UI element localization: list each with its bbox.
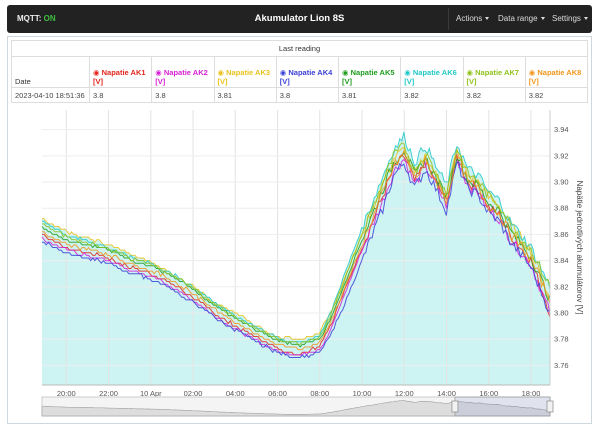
x-tick-label: 14:00: [437, 389, 456, 398]
data-range-menu-label: Data range: [498, 14, 538, 23]
column-name: Napatie AK4: [288, 68, 333, 77]
caret-down-icon: [485, 17, 490, 20]
column-name: Napatie AK7: [475, 68, 520, 77]
eye-icon[interactable]: ◉: [217, 68, 227, 77]
series-line-ak8[interactable]: [42, 149, 551, 351]
navigator-right-handle[interactable]: [546, 400, 554, 413]
column-unit: [V]: [404, 77, 415, 86]
x-tick-label: 16:00: [479, 389, 498, 398]
x-tick-label: 04:00: [226, 389, 245, 398]
navigator-selection[interactable]: [454, 396, 551, 417]
chart-area-fill: [42, 132, 550, 385]
eye-icon[interactable]: ◉: [93, 68, 102, 77]
x-tick-label: 10 Apr: [140, 389, 162, 398]
actions-menu[interactable]: Actions: [456, 5, 490, 33]
x-tick-label: 22:00: [99, 389, 118, 398]
navbar: MQTT: ON Akumulator Lion 8S Actions Data…: [7, 5, 592, 33]
settings-menu[interactable]: Settings: [552, 5, 588, 33]
y-tick-label: 3.84: [554, 256, 569, 265]
x-tick-label: 02:00: [184, 389, 203, 398]
column-unit: [V]: [93, 77, 103, 86]
value-cell-ak7: 3.82: [462, 87, 526, 103]
column-header-ak1[interactable]: ◉ Napatie AK1 [V]: [88, 56, 153, 88]
eye-icon[interactable]: ◉: [528, 68, 538, 77]
column-unit: [V]: [279, 77, 290, 86]
eye-icon[interactable]: ◉: [342, 68, 351, 77]
menu-divider: [448, 8, 449, 30]
x-tick-label: 12:00: [395, 389, 414, 398]
value-cell-ak2: 3.8: [151, 87, 215, 103]
y-tick-label: 3.88: [554, 204, 569, 213]
column-unit: [V]: [466, 77, 477, 86]
column-header-ak4[interactable]: ◉ Napatie AK4 [V]: [275, 56, 340, 88]
series-line-ak4[interactable]: [42, 161, 551, 359]
y-tick-label: 3.82: [554, 282, 569, 291]
column-name: Napatie AK8: [537, 68, 582, 77]
table-row: 2023-04-10 18:51:36 3.8 3.8 3.81 3.8 3.81 3.8…: [11, 87, 589, 103]
value-cell-ak5: 3.81: [337, 87, 402, 103]
column-unit: [V]: [217, 77, 228, 86]
y-tick-label: 3.78: [554, 335, 569, 344]
x-tick-label: 08:00: [310, 389, 329, 398]
last-reading-table: Last reading Date ◉ Napatie AK1 [V] ◉ Napa…: [11, 40, 589, 103]
column-name: Napatie AK5: [350, 68, 395, 77]
column-unit: [V]: [528, 77, 539, 86]
x-tick-label: 18:00: [522, 389, 541, 398]
eye-icon[interactable]: ◉: [279, 68, 289, 77]
y-tick-label: 3.76: [554, 361, 569, 370]
y-tick-label: 3.86: [554, 230, 569, 239]
y-tick-label: 3.90: [554, 178, 569, 187]
eye-icon[interactable]: ◉: [155, 68, 164, 77]
column-name: Napatie AK6: [412, 68, 457, 77]
x-tick-label: 06:00: [268, 389, 287, 398]
series-line-ak7[interactable]: [42, 142, 551, 345]
caret-down-icon: [583, 17, 588, 20]
eye-icon[interactable]: ◉: [404, 68, 413, 77]
actions-menu-label: Actions: [456, 14, 483, 23]
navigator-series: [41, 399, 551, 417]
value-cell-ak8: 3.82: [524, 87, 589, 103]
y-tick-label: 3.92: [554, 151, 569, 160]
x-tick-label: 10:00: [353, 389, 372, 398]
value-cell-ak3: 3.81: [213, 87, 277, 103]
column-name: Napatie AK2: [163, 68, 208, 77]
caret-down-icon: [540, 17, 545, 20]
eye-icon[interactable]: ◉: [466, 68, 476, 77]
column-unit: [V]: [155, 77, 166, 86]
column-header-ak8[interactable]: ◉ Napatie AK8 [V]: [524, 56, 589, 88]
column-header-ak7[interactable]: ◉ Napatie AK7 [V]: [462, 56, 526, 88]
column-name: Napatie AK3: [226, 68, 271, 77]
mqtt-status-value: ON: [43, 14, 56, 23]
column-unit: [V]: [342, 77, 352, 86]
y-axis-title: Napätie jednotlivých akumulátorov [V]: [575, 181, 584, 315]
navigator-left-handle[interactable]: [451, 400, 459, 413]
data-range-menu[interactable]: Data range: [498, 5, 545, 33]
mqtt-status: MQTT: ON: [17, 14, 56, 23]
header-row: Date ◉ Napatie AK1 [V] ◉ Napatie AK2 [V] ◉ N…: [11, 56, 589, 88]
mqtt-label: MQTT:: [17, 14, 42, 23]
series-line-ak2[interactable]: [41, 157, 551, 356]
x-tick-label: 20:00: [57, 389, 76, 398]
settings-menu-label: Settings: [552, 14, 581, 23]
column-name: Napatie AK1: [101, 68, 146, 77]
y-tick-label: 3.80: [554, 308, 569, 317]
y-tick-label: 3.94: [554, 125, 569, 134]
